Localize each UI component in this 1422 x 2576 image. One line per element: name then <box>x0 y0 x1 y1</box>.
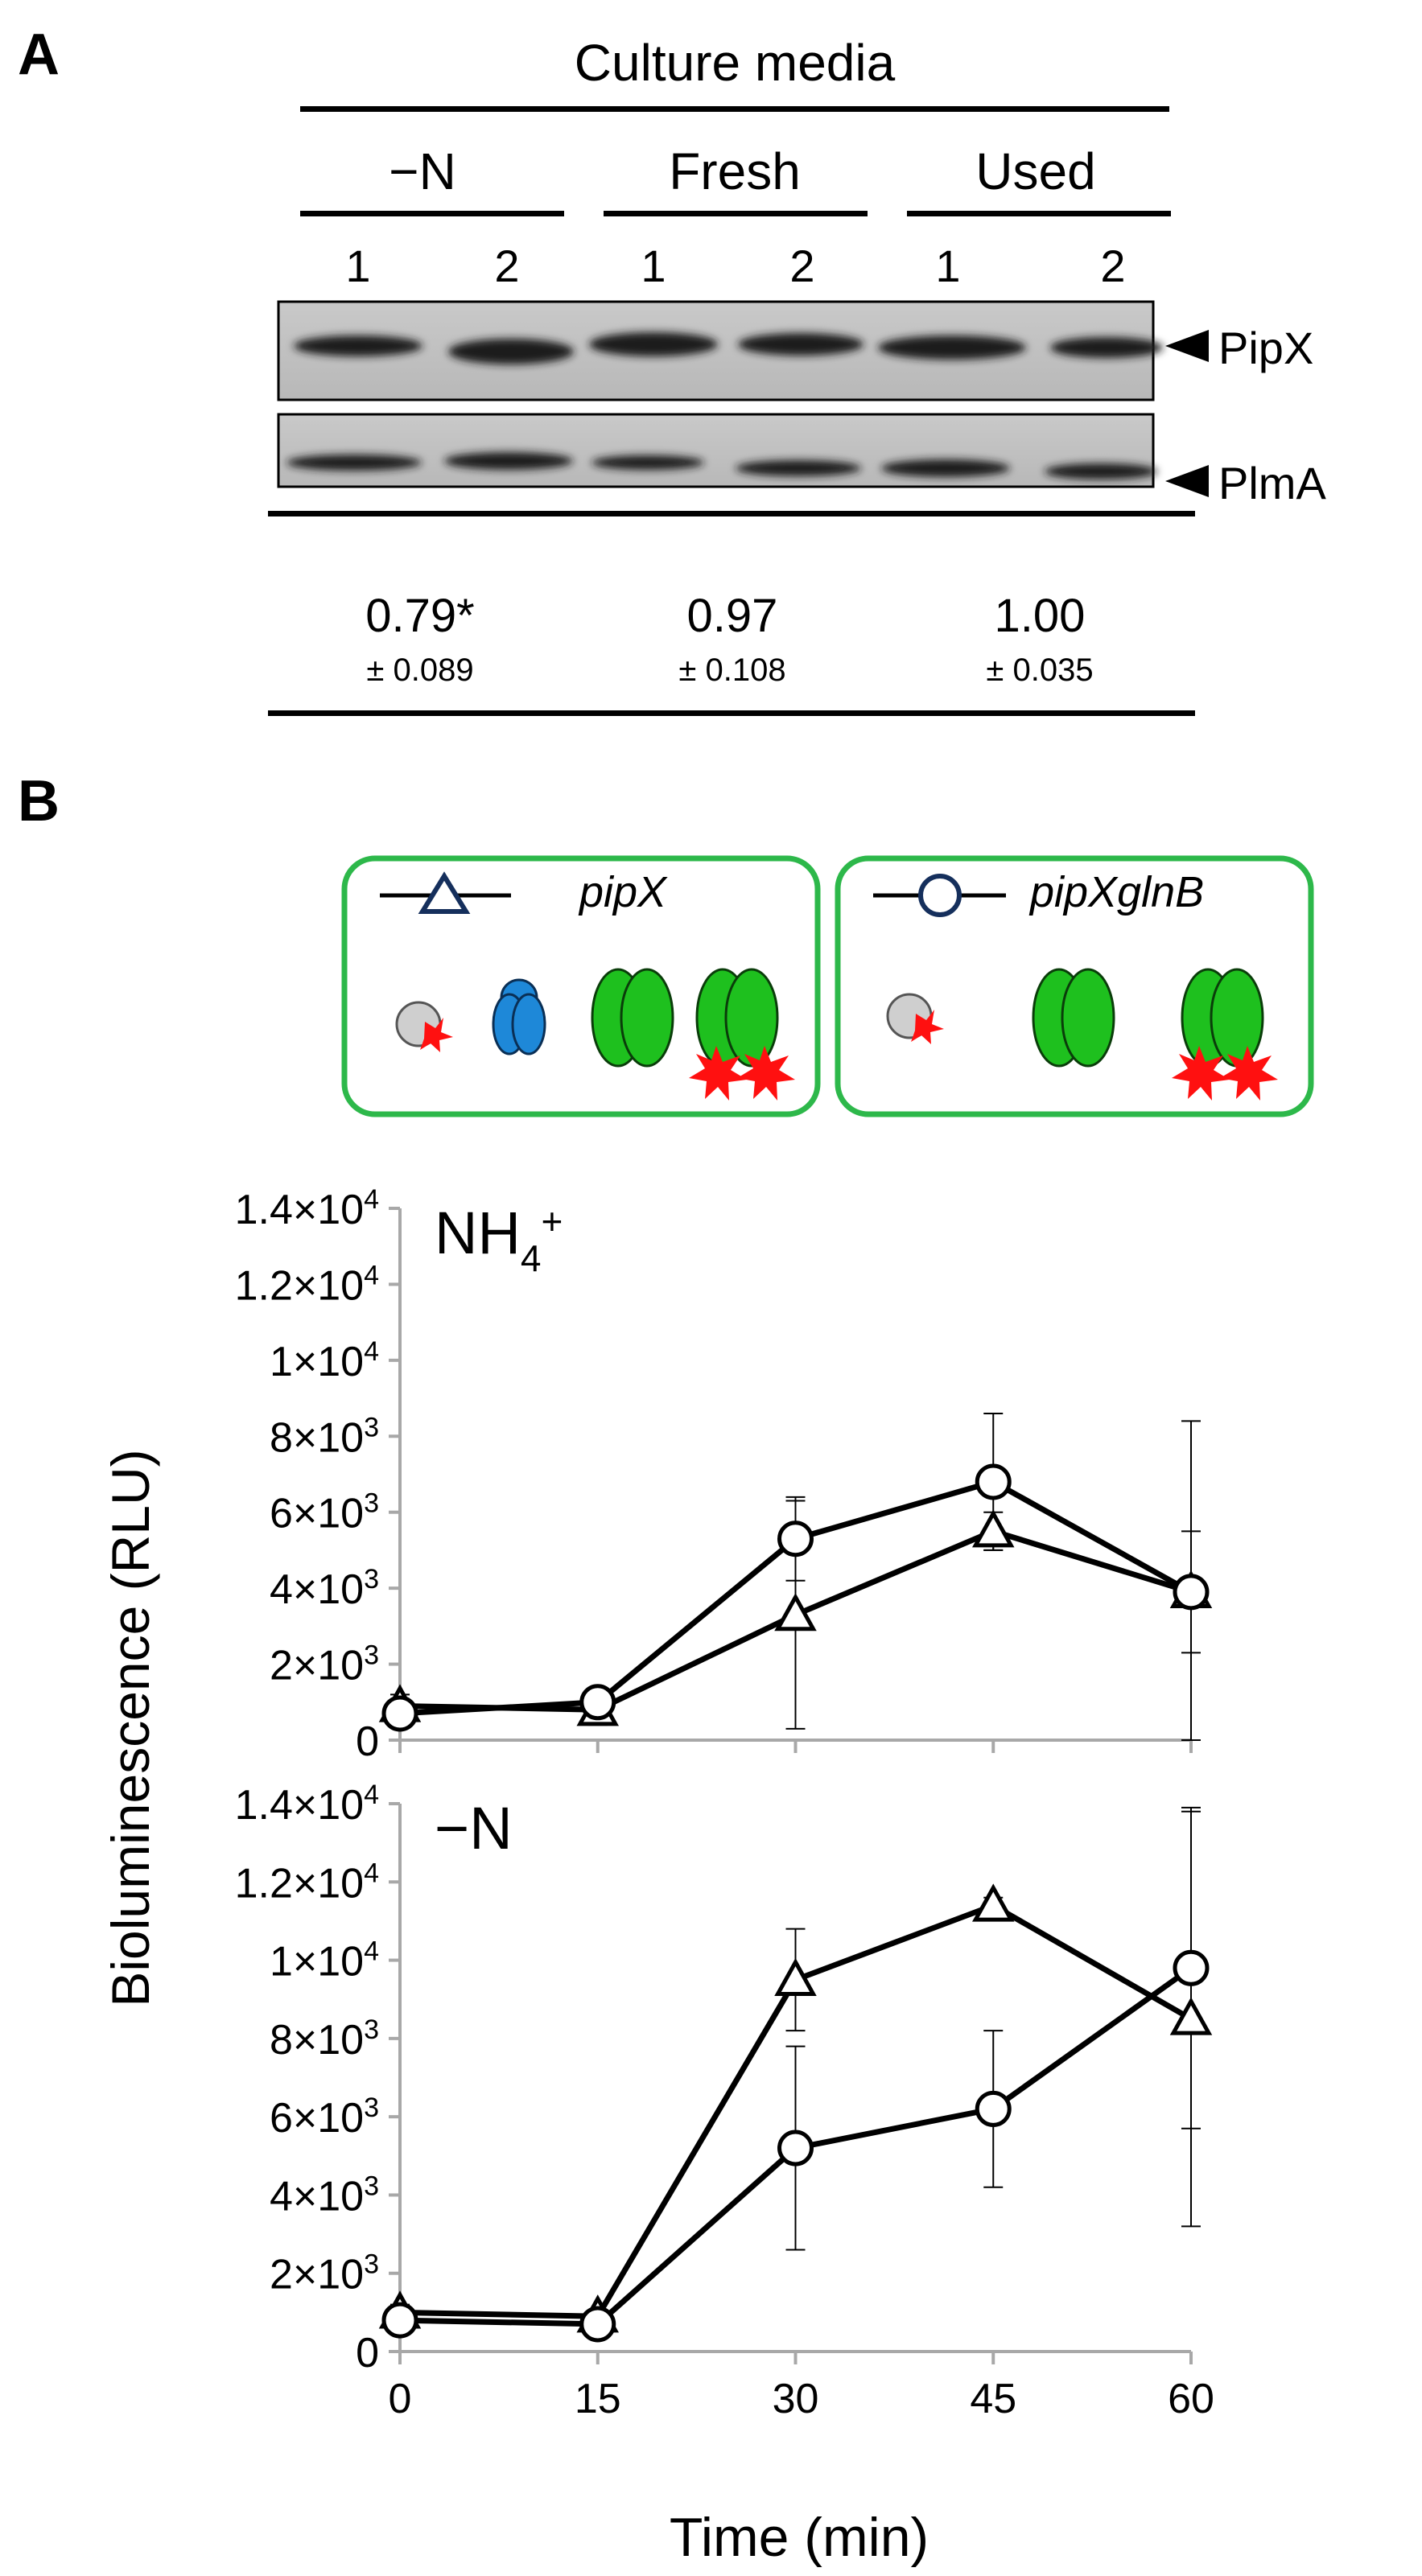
sd-minus-n: ± 0.089 <box>366 652 473 688</box>
y-tick-label: 6×103 <box>270 1488 379 1537</box>
data-point-circle <box>777 2130 814 2167</box>
y-tick-label: 2×103 <box>270 1640 379 1689</box>
x-tick-label: 60 <box>1168 2376 1214 2422</box>
y-tick-label: 4×103 <box>270 2171 379 2220</box>
arrow-left-icon <box>1165 330 1209 362</box>
group-rule-used <box>907 211 1171 216</box>
y-tick-label: 0 <box>356 1718 379 1765</box>
data-point-circle <box>1173 1574 1210 1611</box>
legend-label-pipxglnb: pipXglnB <box>1028 868 1204 916</box>
y-tick-label: 0 <box>356 2330 379 2376</box>
ratio-used: 1.00 <box>995 590 1086 642</box>
group-label-minus-n: −N <box>389 142 456 200</box>
x-tick-label: 15 <box>575 2376 621 2422</box>
panel-b: B pipX <box>18 769 1314 2568</box>
panel-a-letter: A <box>18 23 60 87</box>
y-axis-label: Bioluminescence (RLU) <box>101 1449 160 2006</box>
y-tick-label: 1×104 <box>270 1336 379 1385</box>
ratio-fresh: 0.97 <box>687 590 778 642</box>
blot-pipx <box>277 300 1163 401</box>
legend-box <box>341 855 821 1117</box>
data-point-circle <box>381 1695 418 1732</box>
ratio-top-rule <box>268 511 1195 516</box>
chart-title-superscript: + <box>541 1200 563 1242</box>
x-tick-label: 30 <box>773 2376 819 2422</box>
chart-minus-n: −N 0 2×103 4×103 6×103 8×103 1×104 1.2×104 1.4×… <box>235 1780 1214 2422</box>
pipx-icon <box>492 978 546 1056</box>
chart-title-main: NH <box>435 1200 521 1266</box>
data-point-circle <box>1173 1949 1210 1986</box>
panel-a: A Culture media −N Fresh Used 1 2 1 2 1 … <box>18 23 1326 716</box>
blot-label-plma: PlmA <box>1218 458 1326 508</box>
panel-b-letter: B <box>18 769 60 833</box>
data-point-circle <box>975 2090 1012 2127</box>
y-tick-label: 4×103 <box>270 1564 379 1613</box>
data-point-triangle <box>1169 1997 1213 2035</box>
legend-pipxglnb: pipXglnB <box>835 855 1314 1117</box>
chart-nh4: NH4+ 0 2×103 4×103 6×103 8×103 1×104 1.2×104 1.… <box>235 1184 1213 1765</box>
ratio-minus-n: 0.79* <box>365 590 474 642</box>
group-rule-fresh <box>604 211 868 216</box>
pii-trimer-icon <box>591 968 674 1068</box>
legend-pipx: pipX <box>341 855 821 1117</box>
group-label-used: Used <box>975 142 1095 200</box>
pii-empty-icon <box>395 1001 453 1052</box>
y-tick-label: 8×103 <box>270 2014 379 2064</box>
sd-fresh: ± 0.108 <box>678 652 785 688</box>
pii-trimer-icon <box>1032 968 1115 1068</box>
legend-label-pipx: pipX <box>578 868 668 916</box>
data-point-circle <box>975 1463 1012 1500</box>
culture-media-header: Culture media <box>575 34 896 92</box>
data-point-circle <box>579 1684 616 1721</box>
lane-label: 2 <box>1100 241 1125 291</box>
lane-label: 1 <box>641 241 666 291</box>
y-tick-label: 6×103 <box>270 2092 379 2142</box>
data-point-triangle <box>774 1593 817 1632</box>
y-tick-label: 1×104 <box>270 1936 379 1985</box>
x-tick-label: 0 <box>389 2376 412 2422</box>
arrow-left-icon <box>1165 465 1209 497</box>
data-point-circle <box>381 2302 418 2339</box>
triangle-icon <box>418 871 471 914</box>
y-tick-label: 1.2×104 <box>235 1260 379 1309</box>
data-point-circle <box>777 1520 814 1558</box>
x-axis-label: Time (min) <box>670 2507 929 2568</box>
data-point-circle <box>579 2306 616 2343</box>
data-point-triangle <box>972 1509 1015 1548</box>
chart-title-minus-n: −N <box>435 1795 513 1862</box>
group-label-fresh: Fresh <box>669 142 801 200</box>
chart-title-nh4: NH4+ <box>435 1200 563 1279</box>
blot-plma <box>277 413 1157 488</box>
lane-label: 2 <box>789 241 814 291</box>
y-tick-label: 1.4×104 <box>235 1184 379 1233</box>
circle-icon <box>918 874 962 917</box>
y-tick-label: 2×103 <box>270 2249 379 2298</box>
group-rule-minus-n <box>300 211 564 216</box>
pii-trimer-with-stars-icon <box>689 968 795 1101</box>
pii-trimer-with-stars-icon <box>1172 968 1278 1101</box>
data-point-triangle <box>972 1883 1015 1922</box>
y-tick-label: 1.4×104 <box>235 1780 379 1829</box>
x-tick-label: 45 <box>970 2376 1016 2422</box>
lane-label: 1 <box>345 241 370 291</box>
y-tick-label: 8×103 <box>270 1412 379 1461</box>
y-tick-label: 1.2×104 <box>235 1858 379 1907</box>
header-rule <box>300 106 1169 112</box>
pii-empty-icon <box>886 993 944 1044</box>
lane-label: 1 <box>935 241 960 291</box>
lane-label: 2 <box>494 241 519 291</box>
ratio-bottom-rule <box>268 710 1195 716</box>
chart-title-subscript: 4 <box>521 1237 542 1279</box>
data-point-triangle <box>774 1957 817 1996</box>
blot-label-pipx: PipX <box>1218 323 1313 373</box>
sd-used: ± 0.035 <box>986 652 1093 688</box>
